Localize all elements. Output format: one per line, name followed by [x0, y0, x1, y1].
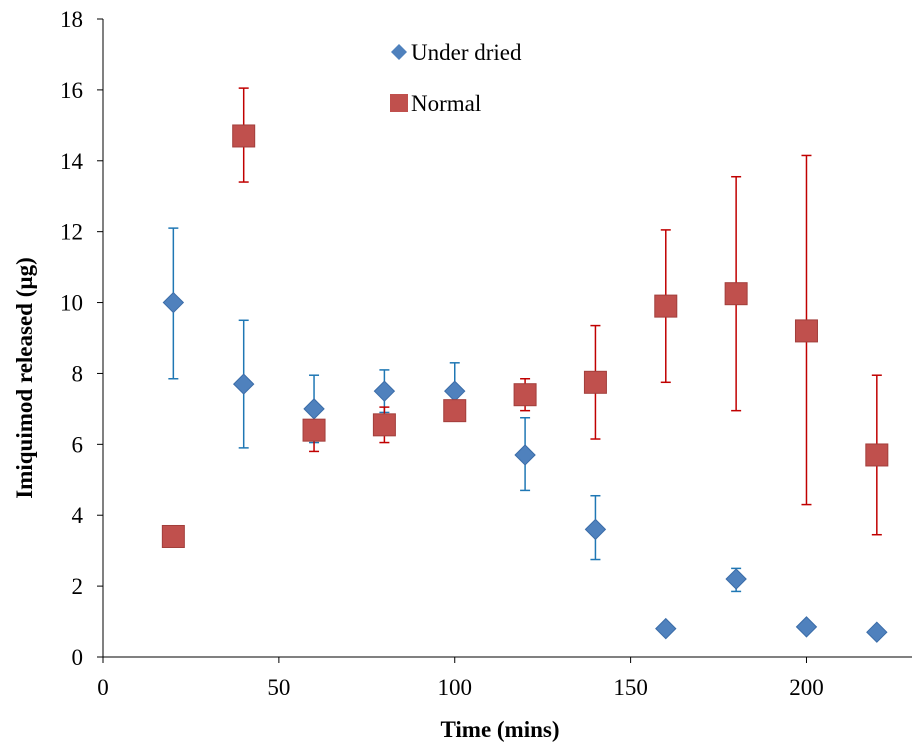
data-point-normal	[513, 383, 537, 407]
x-tick-label: 200	[789, 675, 824, 700]
data-point-normal	[654, 294, 678, 318]
data-point-normal	[794, 319, 818, 343]
axes-group	[102, 19, 912, 658]
y-tick-label: 2	[72, 574, 84, 599]
legend-item: Normal	[390, 91, 481, 116]
data-point-under-dried	[373, 380, 396, 402]
x-tick-label: 100	[437, 675, 472, 700]
data-point-normal	[443, 399, 467, 423]
legend-label: Under dried	[411, 40, 522, 65]
y-tick-label: 16	[60, 78, 83, 103]
y-tick-label: 18	[60, 7, 83, 32]
data-point-normal	[865, 443, 889, 467]
data-point-normal	[724, 282, 748, 306]
data-point-normal	[232, 124, 256, 148]
legend-item: Under dried	[391, 40, 522, 65]
y-ticks-group: 0 2 4 6 8 10 12 14 16 18	[60, 7, 103, 670]
legend-marker-diamond	[391, 44, 407, 60]
data-point-under-dried	[725, 568, 747, 590]
y-tick-label: 4	[72, 503, 84, 528]
data-point-under-dried	[444, 380, 466, 402]
x-tick-label: 50	[267, 675, 290, 700]
x-ticks-group: 0 50 100 150 200	[97, 657, 824, 700]
data-point-normal	[372, 413, 396, 437]
y-axis-label: Imiquimod released (µg)	[12, 257, 37, 499]
data-point-under-dried	[303, 398, 325, 420]
x-axis-label: Time (mins)	[440, 717, 559, 742]
x-tick-label: 0	[97, 675, 109, 700]
y-tick-label: 12	[60, 220, 83, 245]
data-point-normal	[302, 418, 326, 442]
x-tick-label: 150	[613, 675, 648, 700]
y-tick-label: 6	[72, 432, 84, 457]
data-point-under-dried	[584, 518, 607, 541]
data-point-under-dried	[232, 373, 255, 395]
data-point-under-dried	[795, 616, 818, 638]
error-bars-group	[168, 87, 882, 635]
y-tick-label: 10	[60, 291, 83, 316]
y-tick-label: 14	[60, 149, 84, 174]
data-point-under-dried	[866, 621, 888, 643]
legend-marker-square	[390, 94, 408, 112]
data-point-under-dried	[514, 444, 536, 466]
data-point-normal	[583, 370, 607, 394]
legend: Under dried Normal	[390, 40, 522, 116]
data-point-under-dried	[162, 291, 185, 314]
points-group	[161, 124, 889, 643]
y-tick-label: 0	[72, 645, 84, 670]
data-point-normal	[161, 524, 185, 548]
data-point-under-dried	[655, 617, 677, 640]
legend-label: Normal	[411, 91, 481, 116]
y-tick-label: 8	[72, 361, 84, 386]
